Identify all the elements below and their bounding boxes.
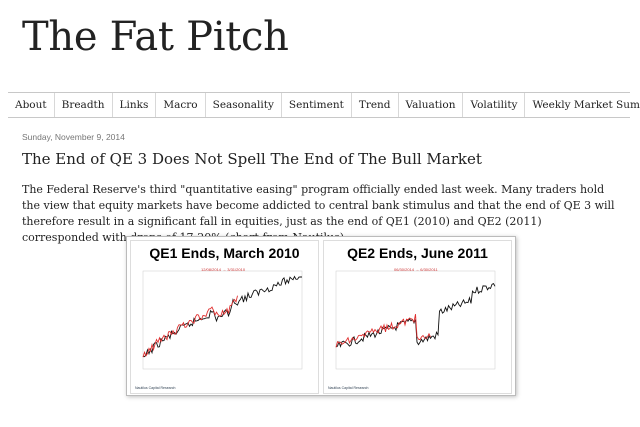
qe2-chart-panel: QE2 Ends, June 2011 06/30/2014 → 6/30/20… [323,240,512,394]
nav-item-sentiment[interactable]: Sentiment [282,93,352,117]
qe2-chart-plot [335,270,496,370]
qe1-chart-title: QE1 Ends, March 2010 [149,245,300,261]
post-title[interactable]: The End of QE 3 Does Not Spell The End o… [22,150,482,168]
qe1-chart-plot [142,270,303,370]
qe2-chart-note: 06/30/2014 → 6/30/2011 [394,267,438,272]
nav-item-volatility[interactable]: Volatility [463,93,526,117]
nav-item-weekly-market-summary[interactable]: Weekly Market Summary [532,99,640,111]
chart-image[interactable]: QE1 Ends, March 2010 12/08/2014 → 3/31/2… [126,236,516,396]
nav-item-trend[interactable]: Trend [352,93,399,117]
nav-item-valuation[interactable]: Valuation [399,93,464,117]
nav-item-links[interactable]: Links [113,93,157,117]
qe2-chart-footer: Nautilus Capital Research [328,386,369,390]
qe1-chart-panel: QE1 Ends, March 2010 12/08/2014 → 3/31/2… [130,240,319,394]
nav-item-macro[interactable]: Macro [156,93,206,117]
qe2-chart-title: QE2 Ends, June 2011 [347,245,488,261]
qe1-chart-footer: Nautilus Capital Research [135,386,176,390]
nav-item-seasonality[interactable]: Seasonality [206,93,282,117]
blog-title[interactable]: The Fat Pitch [22,14,289,60]
nav-item-about[interactable]: About [8,93,55,117]
qe1-chart-note: 12/08/2014 → 3/31/2010 [201,267,246,272]
post-date: Sunday, November 9, 2014 [22,132,125,142]
nav-item-breadth[interactable]: Breadth [55,93,113,117]
nav-bar: About Breadth Links Macro Seasonality Se… [8,92,640,118]
